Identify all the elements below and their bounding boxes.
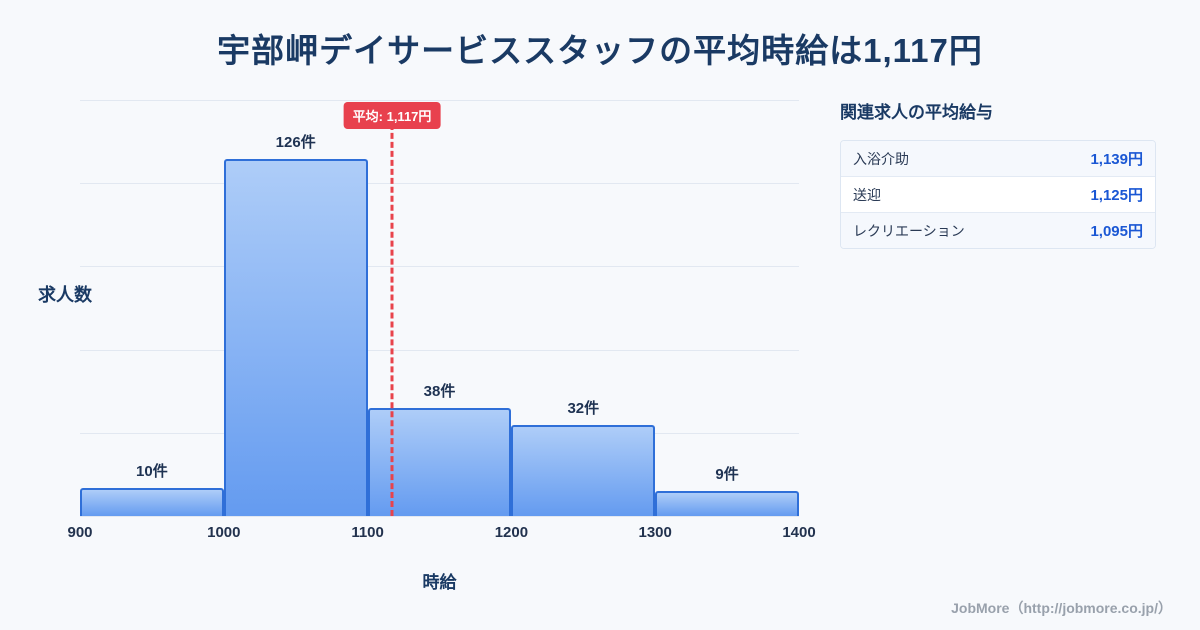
y-axis-label: 求人数: [38, 285, 92, 305]
bar-count-label: 9件: [715, 465, 739, 483]
x-tick: 1100: [351, 524, 384, 541]
related-jobs-panel-title: 関連求人の平均給与: [840, 103, 993, 122]
related-jobs-panel: 関連求人の平均給与 入浴介助 1,139円送迎 1,125円レクリエーション 1,09…: [840, 98, 1156, 249]
related-job-row: 入浴介助 1,139円: [841, 141, 1155, 177]
bar-count-label: 32件: [567, 400, 600, 418]
bar-group-1100-1200: 38件: [367, 100, 512, 516]
bar-group-1000-1100: 126件: [223, 100, 368, 516]
related-job-label: 送迎: [853, 186, 881, 203]
x-axis-label: 時給: [422, 573, 457, 592]
related-job-row: レクリエーション 1,095円: [841, 213, 1155, 248]
bar-count-label: 38件: [423, 383, 456, 401]
histogram-bar: [367, 408, 512, 516]
related-job-value: 1,125円: [1090, 187, 1143, 204]
average-badge: 平均: 1,117円: [343, 102, 441, 129]
bar-group-1300-1400: 9件: [655, 100, 799, 516]
histogram-bar: [80, 487, 224, 516]
related-job-value: 1,139円: [1090, 151, 1143, 168]
page-title: 宇部岬デイサービススタッフの平均時給は1,117円: [217, 32, 983, 69]
x-tick: 1400: [782, 524, 816, 541]
average-line: [390, 106, 394, 516]
x-tick: 1300: [638, 524, 672, 541]
related-job-label: レクリエーション: [853, 222, 965, 239]
related-job-row: 送迎 1,125円: [841, 177, 1155, 213]
gridline: [80, 516, 799, 517]
bar-group-900-1000: 10件: [80, 100, 224, 516]
bar-count-label: 126件: [275, 134, 316, 152]
gridline: [80, 100, 799, 101]
bar-count-label: 10件: [136, 462, 168, 480]
x-tick: 900: [67, 524, 93, 541]
histogram-bar: [511, 425, 656, 516]
x-tick: 1200: [494, 524, 529, 541]
related-job-value: 1,095円: [1090, 223, 1143, 240]
related-jobs-table: 入浴介助 1,139円送迎 1,125円レクリエーション 1,095円: [840, 140, 1156, 249]
gridline: [80, 349, 799, 351]
footer-credit: JobMore（http://jobmore.co.jp/）: [951, 600, 1172, 616]
bars: 10件 126件 38件 32件 9件: [80, 100, 799, 516]
related-job-label: 入浴介助: [853, 150, 909, 167]
gridline: [80, 266, 799, 268]
gridline: [80, 183, 799, 185]
bar-group-1200-1300: 32件: [511, 100, 656, 516]
histogram-bar: [223, 159, 368, 516]
histogram-bar: [655, 490, 799, 516]
x-axis-ticks: 900 1000 1100 1200 1300 1400: [67, 524, 815, 544]
x-tick: 1000: [207, 524, 241, 541]
plot-area: 10件 126件 38件 32件 9件 平均: 1,117円: [80, 100, 799, 517]
